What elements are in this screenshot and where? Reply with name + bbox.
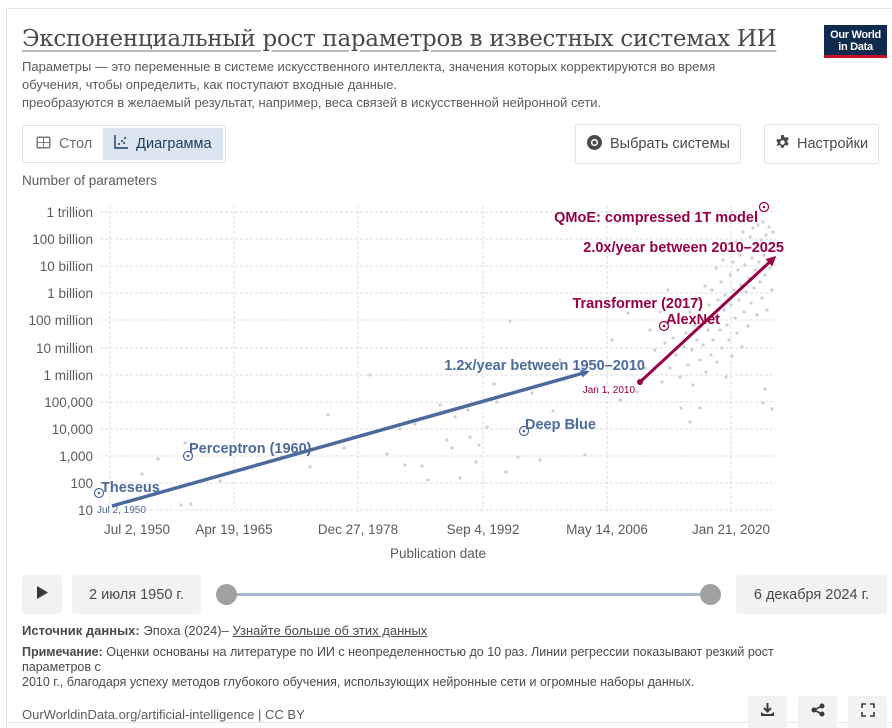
logo-line-1: Our World bbox=[830, 29, 881, 41]
share-icon bbox=[811, 703, 825, 722]
share-button[interactable] bbox=[798, 696, 837, 728]
label-trend-2010-2025: 2.0x/year between 2010–2025 bbox=[583, 240, 784, 256]
subtitle-line: Параметры — это переменные в системе иск… bbox=[22, 59, 716, 74]
timeline-end-handle[interactable] bbox=[700, 584, 721, 605]
y-tick: 10 million bbox=[36, 341, 93, 356]
label-deep-blue: Deep Blue bbox=[525, 417, 596, 433]
subtitle: Параметры — это переменные в системе иск… bbox=[22, 58, 822, 112]
chart-frame bbox=[6, 8, 892, 728]
source-value: Эпоха (2024)– bbox=[143, 623, 229, 638]
y-tick: 1 billion bbox=[47, 286, 93, 301]
scatter-chart-icon bbox=[114, 135, 129, 153]
x-tick: May 14, 2006 bbox=[566, 522, 648, 537]
tab-chart[interactable]: Диаграмма bbox=[103, 128, 223, 160]
y-tick: 100 million bbox=[28, 313, 93, 328]
source-label: Источник данных: bbox=[22, 623, 140, 638]
subtitle-line: обучения, чтобы определить, как поступаю… bbox=[22, 77, 398, 92]
page-title[interactable]: Экспоненциальный рост параметров в извес… bbox=[22, 26, 777, 52]
learn-more-link[interactable]: Узнайте больше об этих данных bbox=[232, 623, 428, 638]
x-axis-title: Publication date bbox=[390, 546, 486, 561]
trend-line-1950-2010 bbox=[111, 372, 587, 508]
theseus-marker[interactable] bbox=[93, 487, 105, 499]
note-label: Примечание: bbox=[22, 645, 103, 659]
label-start-2010: Jan 1, 2010 bbox=[583, 385, 636, 396]
data-source: Источник данных: Эпоха (2024)– Узнайте б… bbox=[22, 623, 427, 638]
perceptron-marker[interactable] bbox=[182, 450, 194, 462]
trend-line-2010-2025 bbox=[638, 255, 777, 384]
y-tick: 1 trillion bbox=[46, 205, 93, 220]
label-start-1950: Jul 2, 1950 bbox=[97, 505, 146, 516]
view-tabs: Стол Диаграмма bbox=[22, 125, 226, 163]
select-systems-button[interactable]: Выбрать системы bbox=[575, 124, 741, 164]
x-tick: Jul 2, 1950 bbox=[104, 522, 170, 537]
qmoe-marker[interactable] bbox=[758, 201, 770, 213]
timeline-start-handle[interactable] bbox=[216, 584, 237, 605]
y-gridlines bbox=[100, 211, 776, 511]
y-tick: 1 million bbox=[43, 368, 93, 383]
y-tick: 10 bbox=[78, 503, 93, 518]
trend-start-dot bbox=[637, 379, 643, 385]
logo-line-2: in Data bbox=[838, 41, 873, 53]
download-button[interactable] bbox=[748, 696, 787, 728]
select-systems-label: Выбрать системы bbox=[610, 136, 730, 152]
y-tick: 100,000 bbox=[44, 395, 93, 410]
x-axis-labels: Jul 2, 1950 Apr 19, 1965 Dec 27, 1978 Se… bbox=[104, 522, 770, 537]
timeline-track[interactable] bbox=[227, 593, 710, 596]
y-axis-title: Number of parameters bbox=[22, 173, 158, 188]
alexnet-marker[interactable] bbox=[658, 320, 670, 332]
x-gridlines bbox=[109, 206, 732, 512]
play-button[interactable] bbox=[22, 575, 62, 614]
url-license[interactable]: OurWorldinData.org/artificial-intelligen… bbox=[22, 707, 305, 722]
tab-table-label: Стол bbox=[59, 136, 93, 152]
label-qmoe: QMoE: compressed 1T model bbox=[554, 210, 758, 226]
fullscreen-button[interactable] bbox=[848, 696, 887, 728]
scatter-chart[interactable]: 1 trillion 100 billion 10 billion 1 bill… bbox=[0, 195, 892, 570]
settings-label: Настройки bbox=[797, 136, 869, 152]
tab-chart-label: Диаграмма bbox=[136, 136, 212, 152]
y-tick: 1,000 bbox=[59, 449, 93, 464]
start-date-field[interactable]: 2 июля 1950 г. bbox=[72, 575, 201, 614]
y-tick: 100 bbox=[70, 476, 93, 491]
y-tick: 100 billion bbox=[32, 232, 93, 247]
gear-icon bbox=[775, 134, 790, 154]
label-perceptron: Perceptron (1960) bbox=[189, 441, 312, 457]
play-icon bbox=[36, 586, 48, 603]
label-transformer: Transformer (2017) bbox=[572, 296, 703, 312]
subtitle-line: преобразуются в желаемый результат, напр… bbox=[22, 95, 602, 110]
label-alexnet: AlexNet bbox=[666, 312, 720, 328]
x-tick: Dec 27, 1978 bbox=[318, 522, 398, 537]
note-line: Оценки основаны на литературе по ИИ с не… bbox=[106, 645, 774, 659]
owid-logo[interactable]: Our World in Data bbox=[824, 25, 887, 58]
x-tick: Apr 19, 1965 bbox=[195, 522, 272, 537]
download-icon bbox=[760, 702, 775, 722]
chart-note: Примечание: Оценки основаны на литератур… bbox=[22, 645, 872, 690]
eye-icon bbox=[586, 134, 603, 155]
y-tick: 10 billion bbox=[40, 259, 93, 274]
y-tick: 10,000 bbox=[52, 422, 93, 437]
footer-divider bbox=[6, 722, 892, 723]
tab-table[interactable]: Стол bbox=[25, 128, 103, 160]
end-date-field[interactable]: 6 декабря 2024 г. bbox=[736, 575, 887, 614]
label-trend-1950-2010: 1.2x/year between 1950–2010 bbox=[444, 358, 645, 374]
label-theseus: Theseus bbox=[101, 480, 160, 496]
note-line: параметров с bbox=[22, 660, 101, 674]
scatter-points bbox=[140, 220, 775, 507]
table-icon bbox=[36, 136, 51, 153]
deep-blue-marker[interactable] bbox=[518, 425, 530, 437]
x-tick: Sep 4, 1992 bbox=[447, 522, 520, 537]
x-tick: Jan 21, 2020 bbox=[692, 522, 770, 537]
fullscreen-icon bbox=[860, 702, 875, 722]
note-line: 2010 г., благодаря успеху методов глубок… bbox=[22, 675, 695, 689]
y-axis-labels: 1 trillion 100 billion 10 billion 1 bill… bbox=[28, 205, 93, 518]
settings-button[interactable]: Настройки bbox=[764, 124, 880, 164]
